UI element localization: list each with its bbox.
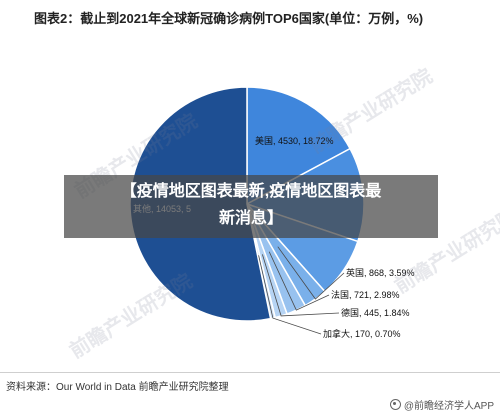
source-note: 资料来源：Our World in Data 前瞻产业研究院整理 (6, 382, 229, 393)
slice-label-0: 美国, 4530, 18.72% (255, 135, 334, 146)
headline-line-2: 新消息】 (218, 210, 283, 227)
headline-line-1: 【疫情地区图表最新,疫情地区图表最 (120, 183, 382, 200)
pie-slice-0 (246, 86, 352, 206)
brand-logo-icon (389, 399, 401, 410)
leader-line-3 (277, 246, 345, 300)
slice-label-4: 法国, 721, 2.98% (331, 289, 400, 300)
headline-text: 【疫情地区图表最新,疫情地区图表最 新消息】 (64, 178, 438, 232)
slice-label-6: 加拿大, 170, 0.70% (323, 328, 401, 339)
slice-label-5: 德国, 445, 1.84% (341, 307, 410, 318)
slice-label-3: 英国, 868, 3.59% (346, 267, 415, 278)
brand-credit: @前瞻经济学人APP (389, 397, 494, 412)
leader-line-6 (258, 255, 322, 335)
chart-title: 图表2：截止到2021年全球新冠确诊病例TOP6国家(单位：万例，%) (34, 11, 424, 26)
leader-line-4 (268, 251, 330, 311)
headline-overlay (64, 175, 438, 238)
leader-line-5 (262, 254, 340, 317)
footer-divider (0, 372, 500, 373)
brand-label: @前瞻经济学人APP (403, 401, 494, 412)
